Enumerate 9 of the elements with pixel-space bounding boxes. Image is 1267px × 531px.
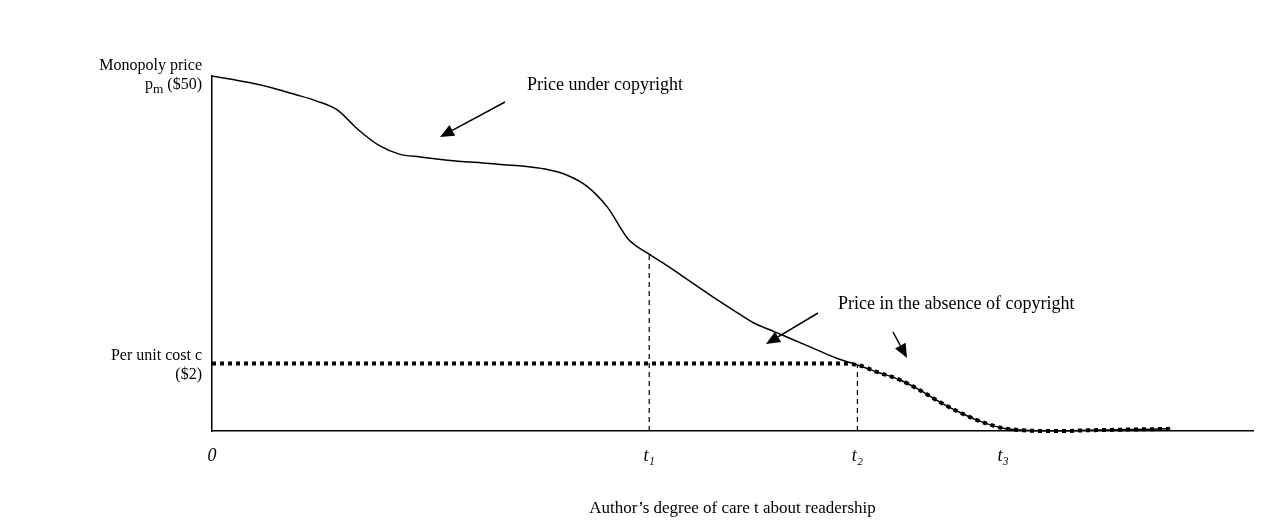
annotation: Monopoly price p$_{m}$ ($50) xyxy=(98,54,202,98)
x-axis-title: Author’s degree of care t about readership xyxy=(589,498,876,518)
x-tick-label: t₃ xyxy=(997,444,1009,465)
annotation: Per unit cost c ($2) xyxy=(109,344,202,383)
x-tick-label: t₂ xyxy=(851,444,864,465)
annotation: Price under copyright xyxy=(527,74,683,94)
annotation: Price in the absence of copyright xyxy=(838,293,1075,313)
x-tick-label: t₁ xyxy=(643,444,655,465)
x-tick-label: 0 xyxy=(207,444,217,465)
